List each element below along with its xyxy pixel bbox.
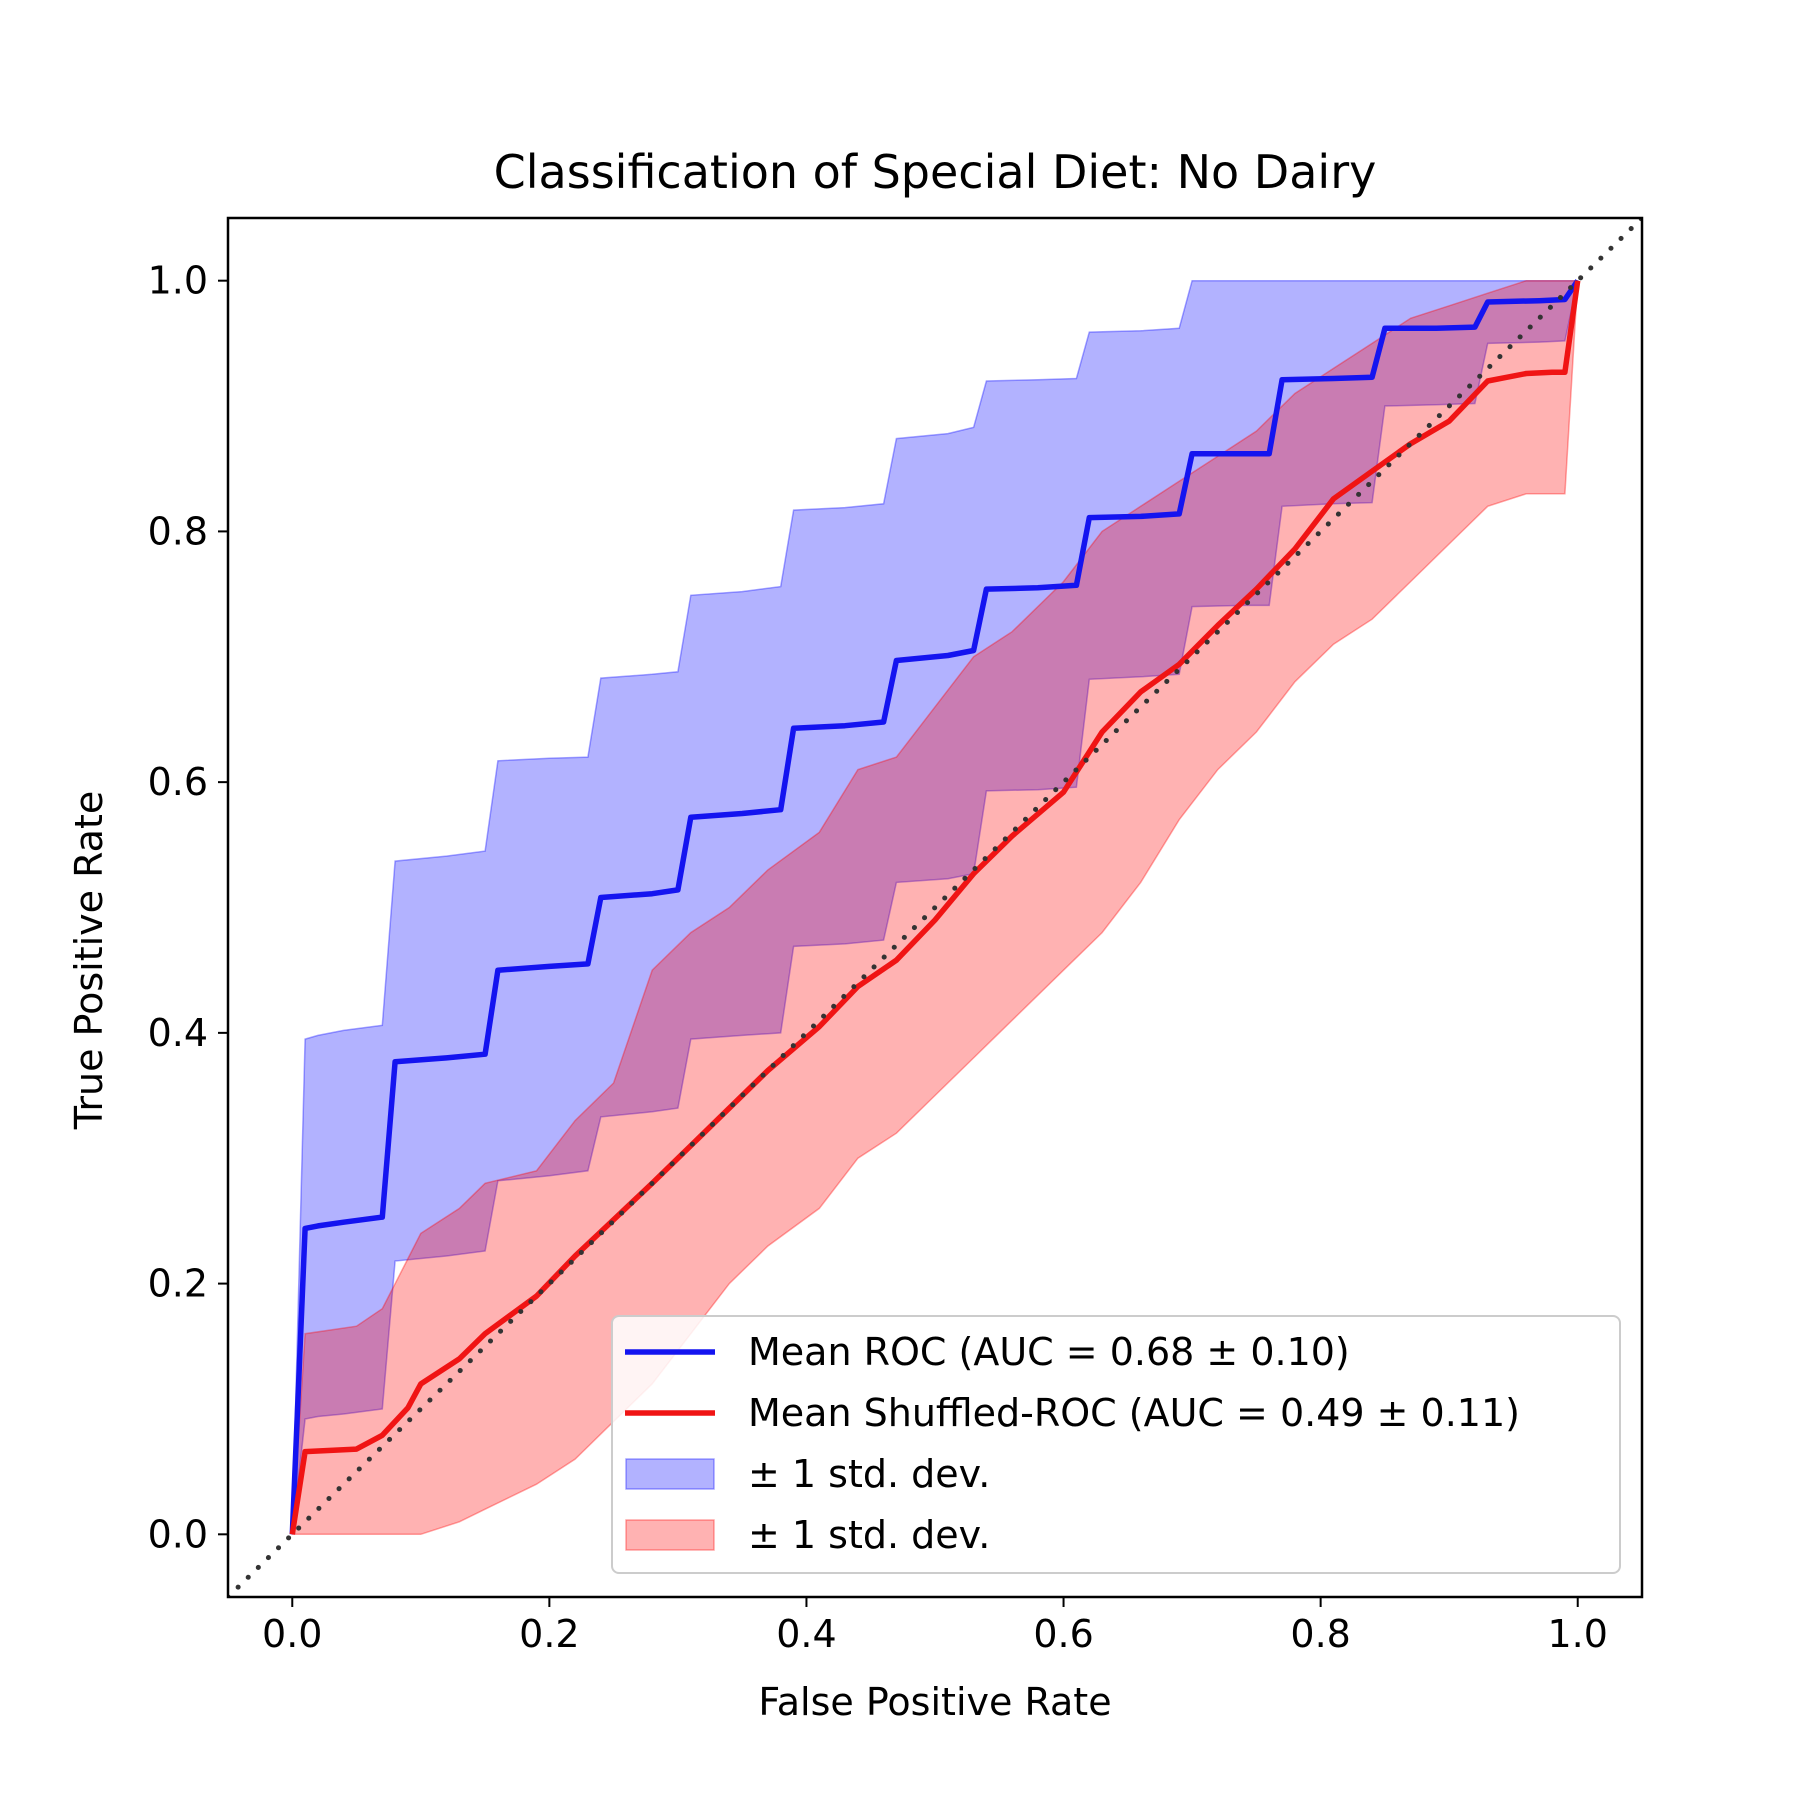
y-axis-label: True Positive Rate: [67, 791, 111, 1131]
x-tick-label: 0.8: [1290, 1612, 1350, 1656]
legend-swatch-shuffled-band: [625, 1519, 715, 1551]
y-tick-label: 1.0: [148, 259, 208, 303]
legend-label: ± 1 std. dev.: [748, 1513, 990, 1557]
x-tick-label: 1.0: [1548, 1612, 1608, 1656]
x-axis-label: False Positive Rate: [758, 1680, 1111, 1724]
y-tick-label: 0.6: [148, 760, 208, 804]
x-tick-label: 0.0: [262, 1612, 322, 1656]
plot-frame: [226, 216, 1644, 1599]
plot-area: [228, 218, 1642, 1597]
x-tick-label: 0.6: [1033, 1612, 1093, 1656]
axis-ticks: 0.0 0.2 0.4 0.6 0.8 1.0 0.0 0.2 0.4 0.6 0.8 1.0: [148, 259, 1608, 1656]
legend-label: ± 1 std. dev.: [748, 1452, 990, 1496]
legend-box: [611, 1315, 1621, 1574]
x-tick-label: 0.4: [776, 1612, 836, 1656]
mean-roc-line: [289, 279, 1580, 1535]
y-tick-label: 0.0: [148, 1512, 208, 1556]
y-tick-label: 0.4: [148, 1011, 208, 1055]
y-tick-label: 0.8: [148, 509, 208, 553]
legend: Mean ROC (AUC = 0.68 ± 0.10) Mean Shuffle…: [611, 1315, 1621, 1574]
chart-title: Classification of Special Diet: No Dairy: [494, 145, 1377, 199]
y-tick-label: 0.2: [148, 1262, 208, 1306]
legend-label: Mean Shuffled-ROC (AUC = 0.49 ± 0.11): [748, 1391, 1520, 1435]
legend-swatch-roc-band: [625, 1458, 715, 1490]
legend-label: Mean ROC (AUC = 0.68 ± 0.10): [748, 1330, 1350, 1374]
chance-diagonal-line: [228, 218, 1642, 1597]
x-tick-label: 0.2: [519, 1612, 579, 1656]
